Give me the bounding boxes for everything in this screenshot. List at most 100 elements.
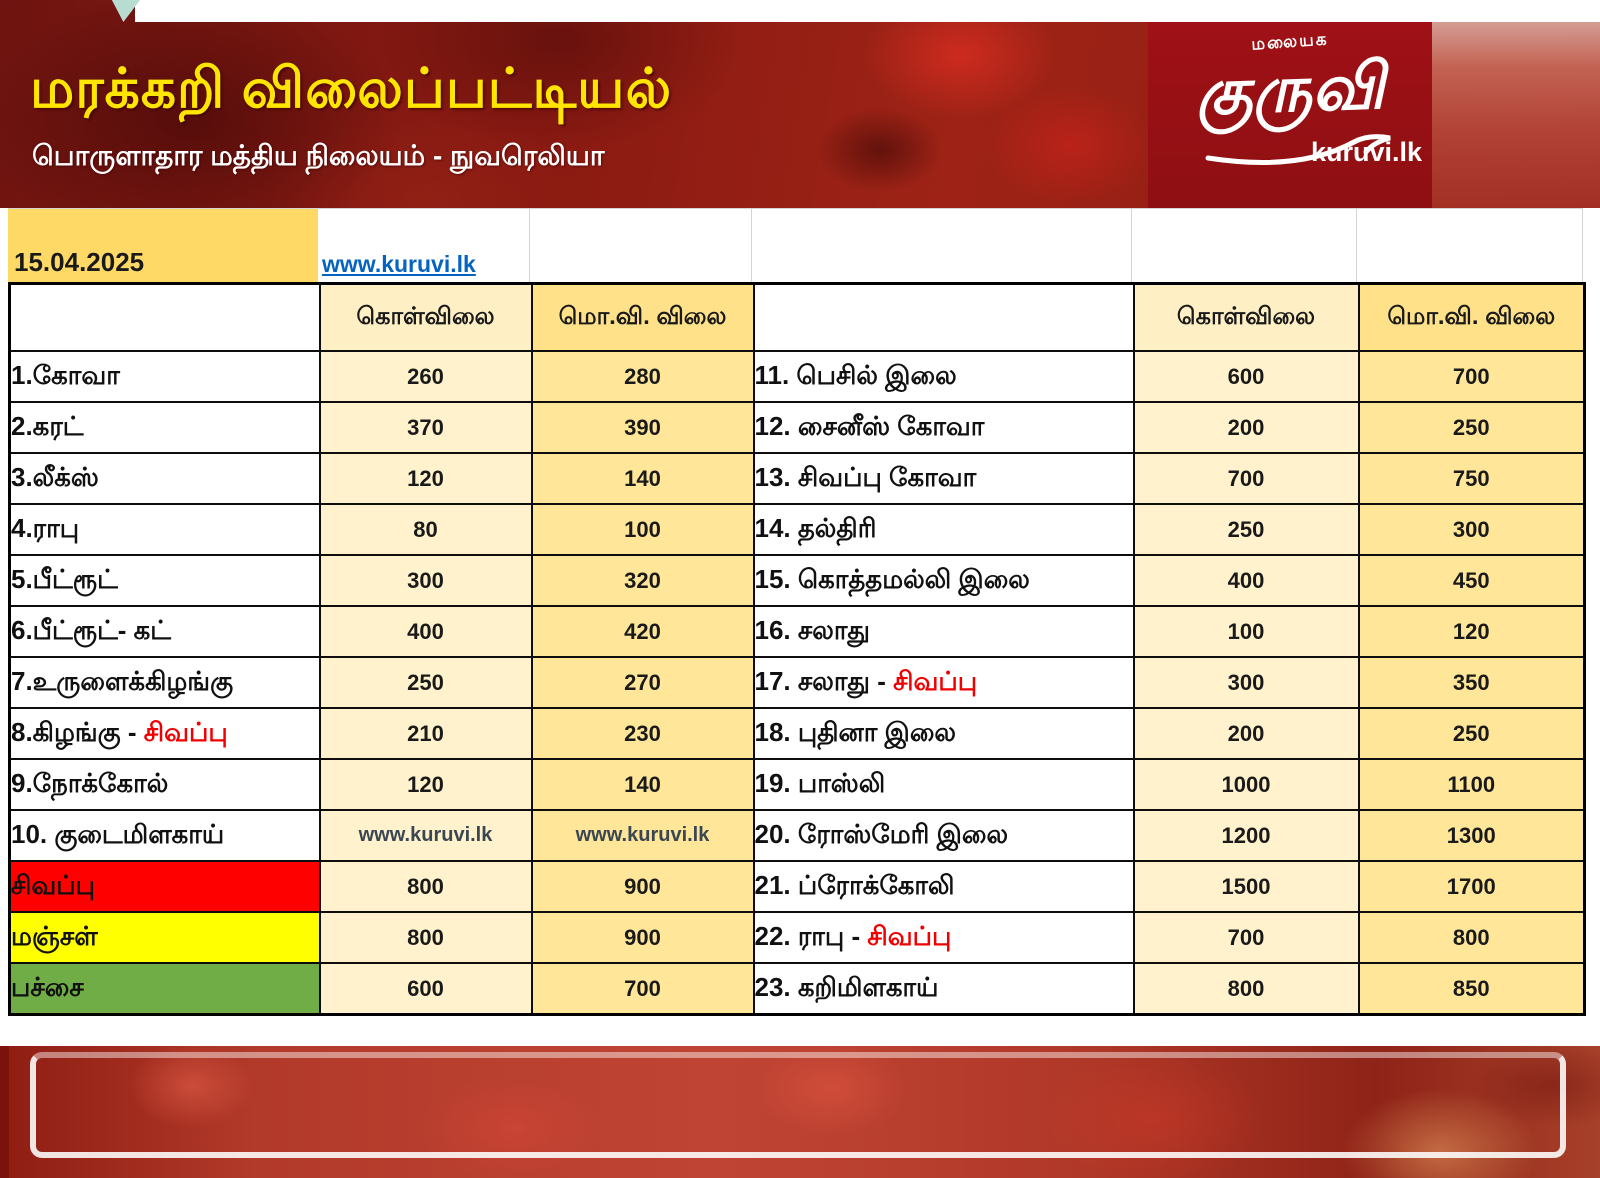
buy-price-cell: 370: [318, 401, 533, 454]
buy-price-cell: 400: [1132, 554, 1360, 607]
item-label: 2.கரட்: [11, 410, 84, 441]
item-name-cell: 13. சிவப்பு கோவா: [752, 452, 1135, 505]
table-row: 1.கோவா 260 280 11. பெசில் இலை 600 700: [8, 350, 1586, 403]
sell-price-cell: 320: [530, 554, 755, 607]
table-row: 6.பீட்ரூட்- கட் 400 420 16. சலாது 100 120: [8, 605, 1586, 658]
buy-price-cell: 1000: [1132, 758, 1360, 811]
kuruvi-logo: மலையக குருவி kuruvi.lk: [1148, 14, 1432, 208]
empty-cell: [752, 208, 1132, 282]
table-body: 1.கோவா 260 280 11. பெசில் இலை 600 700 2.கரட் 37…: [8, 350, 1586, 1016]
buy-price-cell: 1200: [1132, 809, 1360, 862]
sell-price-cell: 450: [1357, 554, 1586, 607]
item-name-cell: 11. பெசில் இலை: [752, 350, 1135, 403]
table-row: 7.உருளைக்கிழங்கு 250 270 17. சலாது - சிவப்ப…: [8, 656, 1586, 709]
item-name-cell: 14. தல்திரி: [752, 503, 1135, 556]
buy-price-cell: 100: [1132, 605, 1360, 658]
item-name-cell: 17. சலாது - சிவப்பு: [752, 656, 1135, 709]
buy-price-cell: 200: [1132, 401, 1360, 454]
buy-price-cell: 800: [1132, 962, 1360, 1016]
item-label: 6.பீட்ரூட்- கட்: [11, 614, 172, 645]
item-name-cell: 2.கரட்: [8, 401, 321, 454]
page-title: மரக்கறி விலைப்பட்டியல்: [30, 57, 673, 119]
item-name-cell: 12. சைனீஸ் கோவா: [752, 401, 1135, 454]
item-name-cell: 15. கொத்தமல்லி இலை: [752, 554, 1135, 607]
empty-cell: [1132, 208, 1357, 282]
buy-price-cell: 250: [318, 656, 533, 709]
table-row: 10. குடைமிளகாய் www.kuruvi.lk www.kuruvi.l…: [8, 809, 1586, 862]
table-header-row: கொள்விலை மொ.வி. விலை கொள்விலை மொ.வி. வில…: [8, 282, 1586, 352]
table-row: 4.ராபு 80 100 14. தல்திரி 250 300: [8, 503, 1586, 556]
item-name-cell: 19. பாஸ்லி: [752, 758, 1135, 811]
buy-price-cell: 260: [318, 350, 533, 403]
buy-price-header: கொள்விலை: [1132, 282, 1360, 352]
sell-price-cell: 850: [1357, 962, 1586, 1016]
sell-price-cell: 230: [530, 707, 755, 760]
buy-price-header: கொள்விலை: [318, 282, 533, 352]
item-label: 17. சலாது -: [754, 665, 894, 696]
item-label: 13. சிவப்பு கோவா: [754, 461, 977, 492]
buy-price-cell: 800: [318, 860, 533, 913]
table-row: மஞ்சள் 800 900 22. ராபு - சிவப்பு 700 800: [8, 911, 1586, 964]
item-name-cell: 21. ப்ரோக்கோலி: [752, 860, 1135, 913]
table-row: 3.லீக்ஸ் 120 140 13. சிவப்பு கோவா 700 750: [8, 452, 1586, 505]
sell-price-cell: www.kuruvi.lk: [530, 809, 755, 862]
item-label: 18. புதினா இலை: [754, 716, 957, 747]
item-name-cell: 9.நோக்கோல்: [8, 758, 321, 811]
sell-price-cell: 350: [1357, 656, 1586, 709]
item-label: பச்சை: [11, 971, 84, 1002]
buy-price-cell: 200: [1132, 707, 1360, 760]
buy-price-cell: 300: [318, 554, 533, 607]
sell-price-cell: 120: [1357, 605, 1586, 658]
sell-price-header: மொ.வி. விலை: [1357, 282, 1586, 352]
buy-price-cell: 700: [1132, 911, 1360, 964]
item-label: மஞ்சள்: [11, 920, 98, 951]
sell-price-cell: 1100: [1357, 758, 1586, 811]
buy-price-cell: 600: [318, 962, 533, 1016]
sell-price-cell: 700: [1357, 350, 1586, 403]
table-row: 9.நோக்கோல் 120 140 19. பாஸ்லி 1000 1100: [8, 758, 1586, 811]
logo-wordmark: குருவி: [1194, 49, 1386, 129]
table-row: பச்சை 600 700 23. கறிமிளகாய் 800 850: [8, 962, 1586, 1016]
footer-left-band: [0, 1046, 9, 1178]
sell-price-cell: 750: [1357, 452, 1586, 505]
page-subtitle: பொருளாதார மத்திய நிலையம் - நுவரெலியா: [32, 140, 605, 171]
buy-price-cell: 120: [318, 452, 533, 505]
buy-price-cell: 250: [1132, 503, 1360, 556]
item-name-cell: 6.பீட்ரூட்- கட்: [8, 605, 321, 658]
empty-cell: [1357, 208, 1583, 282]
website-link[interactable]: www.kuruvi.lk: [322, 251, 476, 277]
item-label-red-part: சிவப்பு: [867, 920, 952, 951]
sell-price-cell: 800: [1357, 911, 1586, 964]
item-label: 7.உருளைக்கிழங்கு: [11, 665, 234, 696]
item-name-cell: 5.பீட்ரூட்: [8, 554, 321, 607]
item-name-cell: 3.லீக்ஸ்: [8, 452, 321, 505]
sell-price-cell: 140: [530, 758, 755, 811]
buy-price-cell: 400: [318, 605, 533, 658]
sell-price-cell: 700: [530, 962, 755, 1016]
sell-price-cell: 900: [530, 911, 755, 964]
table-row: 2.கரட் 370 390 12. சைனீஸ் கோவா 200 250: [8, 401, 1586, 454]
info-row: 15.04.2025 www.kuruvi.lk: [8, 208, 1583, 282]
item-label: 20. ரோஸ்மேரி இலை: [754, 818, 1009, 849]
item-header-blank: [8, 282, 321, 352]
date-cell: 15.04.2025: [8, 208, 318, 282]
table-row: 5.பீட்ரூட் 300 320 15. கொத்தமல்லி இலை 400 450: [8, 554, 1586, 607]
item-name-cell: 20. ரோஸ்மேரி இலை: [752, 809, 1135, 862]
item-name-cell: பச்சை: [8, 962, 321, 1016]
item-label: 22. ராபு -: [754, 920, 868, 951]
buy-price-cell: 700: [1132, 452, 1360, 505]
item-name-cell: 23. கறிமிளகாய்: [752, 962, 1135, 1016]
buy-price-cell: 80: [318, 503, 533, 556]
item-name-cell: 10. குடைமிளகாய்: [8, 809, 321, 862]
item-label: 11. பெசில் இலை: [754, 359, 957, 390]
item-name-cell: 16. சலாது: [752, 605, 1135, 658]
item-label: 10. குடைமிளகாய்: [11, 818, 225, 849]
sell-price-cell: 270: [530, 656, 755, 709]
header-banner: மலையக குருவி kuruvi.lk மரக்கறி விலைப்பட்…: [0, 0, 1600, 208]
price-sheet: 15.04.2025 www.kuruvi.lk கொள்விலை மொ.வி.…: [0, 208, 1600, 1040]
item-label: 3.லீக்ஸ்: [11, 461, 99, 492]
price-table: கொள்விலை மொ.வி. விலை கொள்விலை மொ.வி. வில…: [8, 282, 1586, 1016]
website-link-cell: www.kuruvi.lk: [318, 208, 530, 282]
item-label: 16. சலாது: [754, 614, 870, 645]
buy-price-cell: 300: [1132, 656, 1360, 709]
